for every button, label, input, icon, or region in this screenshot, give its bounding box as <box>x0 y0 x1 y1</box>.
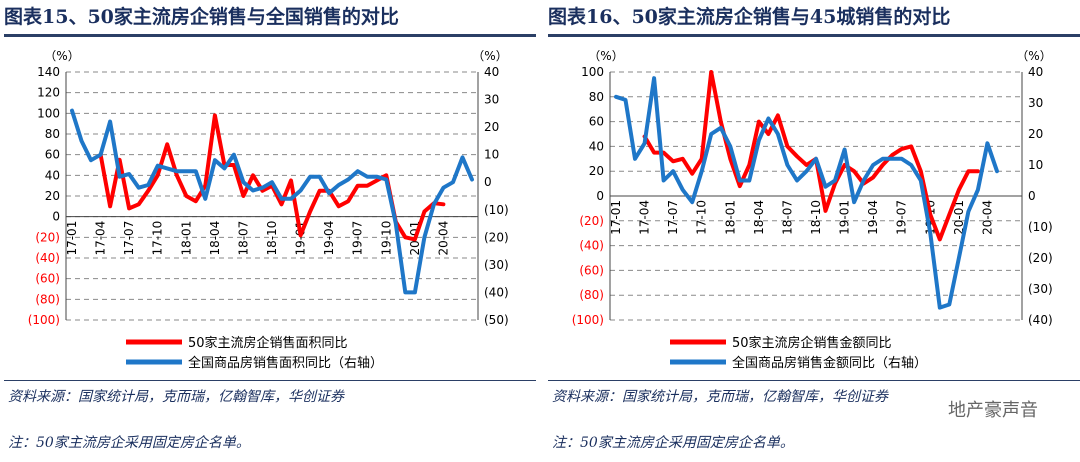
right-tick-label: (40) <box>1028 313 1053 327</box>
left-tick-label: 140 <box>37 65 60 79</box>
x-tick-label: 18-10 <box>265 221 279 256</box>
x-tick-label: 17-07 <box>666 200 680 235</box>
x-tick-label: 18-01 <box>179 221 193 256</box>
right-tick-label: 40 <box>1028 65 1043 79</box>
x-tick-label: 17-10 <box>695 200 709 235</box>
left-tick-label: 100 <box>37 106 60 120</box>
left-tick-label: 20 <box>45 189 60 203</box>
left-tick-label: 60 <box>45 148 60 162</box>
legend-label: 50家主流房企销售面积同比 <box>188 335 348 351</box>
x-tick-label: 17-04 <box>638 200 652 235</box>
left-tick-label: (20) <box>35 230 60 244</box>
chart-svg: （%） （%）140120100806040200(20)(40)(60)(80)… <box>28 49 509 371</box>
x-tick-label: 20-01 <box>952 200 966 235</box>
left-tick-label: (40) <box>35 251 60 265</box>
right-tick-label: (30) <box>484 258 509 272</box>
x-tick-label: 18-04 <box>752 200 766 235</box>
source-text: 资料来源：国家统计局，克而瑞，亿翰智库，华创证券 <box>8 389 344 405</box>
blue-series-line <box>614 76 999 310</box>
right-tick-label: 10 <box>484 148 499 162</box>
left-tick-label: (60) <box>35 272 60 286</box>
x-tick-label: 19-10 <box>379 221 393 256</box>
left-tick-label: (20) <box>579 214 604 228</box>
chart-title: 图表15、50家主流房企销售与全国销售的对比 <box>4 6 399 28</box>
right-tick-label: 10 <box>1028 158 1043 172</box>
left-tick-label: (40) <box>579 239 604 253</box>
left-tick-label: (80) <box>35 292 60 306</box>
x-tick-label: 18-04 <box>208 221 222 256</box>
note-text: 注：50家主流房企采用固定房企名单。 <box>8 435 250 451</box>
right-tick-label: 20 <box>484 120 499 134</box>
right-tick-label: 0 <box>1028 189 1036 203</box>
right-axis-unit: （%） <box>472 49 507 63</box>
source-text: 资料来源：国家统计局，克而瑞，亿翰智库，华创证券 <box>552 389 888 405</box>
x-tick-label: 18-01 <box>723 200 737 235</box>
right-tick-label: (10) <box>484 203 509 217</box>
chart-svg: （%） （%）100806040200(20)(40)(60)(80)(100)4… <box>572 49 1053 371</box>
x-tick-label: 18-07 <box>780 200 794 235</box>
x-tick-label: 18-10 <box>809 200 823 235</box>
left-tick-label: (80) <box>579 288 604 302</box>
title-rule <box>548 34 1080 37</box>
source-rule <box>548 380 1080 381</box>
x-tick-label: 17-01 <box>65 221 79 256</box>
blue-series-line <box>70 108 474 295</box>
left-tick-label: 0 <box>596 189 604 203</box>
x-tick-label: 18-07 <box>236 221 250 256</box>
left-tick-label: 20 <box>589 164 604 178</box>
note-text: 注：50家主流房企采用固定房企名单。 <box>552 435 794 451</box>
x-tick-label: 19-07 <box>895 200 909 235</box>
right-tick-label: (50) <box>484 313 509 327</box>
legend-label: 全国商品房销售金额同比（右轴） <box>732 355 927 371</box>
left-tick-label: 80 <box>589 90 604 104</box>
x-tick-label: 19-04 <box>866 200 880 235</box>
right-tick-label: (20) <box>484 230 509 244</box>
right-tick-label: 20 <box>1028 127 1043 141</box>
chart-panel-2: 图表16、50家主流房企销售与45城销售的对比 （%） （%） 100 80 60 40 2… <box>548 0 1080 462</box>
left-axis-unit: （%） <box>588 49 623 63</box>
x-tick-label: 20-04 <box>980 200 994 235</box>
right-tick-label: 0 <box>484 175 492 189</box>
right-tick-label: (20) <box>1028 251 1053 265</box>
left-tick-label: (60) <box>579 263 604 277</box>
right-axis-unit: （%） <box>1016 49 1051 63</box>
right-tick-label: 30 <box>1028 96 1043 110</box>
left-tick-label: 40 <box>45 168 60 182</box>
title-rule <box>4 34 536 37</box>
left-tick-label: (100) <box>28 313 60 327</box>
left-tick-label: 60 <box>589 115 604 129</box>
source-rule <box>4 380 536 381</box>
left-tick-label: 0 <box>52 210 60 224</box>
x-tick-label: 17-04 <box>94 221 108 256</box>
x-tick-label: 19-01 <box>838 200 852 235</box>
chart-panel-1: 图表15、50家主流房企销售与全国销售的对比 （%） （%） 140 120 100 80… <box>4 0 536 462</box>
left-tick-label: 100 <box>581 65 604 79</box>
left-tick-label: 40 <box>589 139 604 153</box>
x-tick-label: 17-10 <box>151 221 165 256</box>
right-tick-label: (40) <box>484 285 509 299</box>
chart-title: 图表16、50家主流房企销售与45城销售的对比 <box>548 6 951 28</box>
x-tick-label: 17-07 <box>122 221 136 256</box>
x-tick-label: 20-04 <box>436 221 450 256</box>
left-axis-unit: （%） <box>44 49 79 63</box>
x-tick-label: 19-04 <box>322 221 336 256</box>
watermark: 地产豪声音 <box>948 400 1038 421</box>
left-tick-label: 120 <box>37 86 60 100</box>
x-tick-label: 17-01 <box>609 200 623 235</box>
right-tick-label: 30 <box>484 93 499 107</box>
right-tick-label: (10) <box>1028 220 1053 234</box>
right-tick-label: (30) <box>1028 282 1053 296</box>
left-tick-label: (100) <box>572 313 604 327</box>
legend-label: 全国商品房销售面积同比（右轴） <box>188 355 383 371</box>
x-tick-label: 19-07 <box>351 221 365 256</box>
legend-label: 50家主流房企销售金额同比 <box>732 335 892 351</box>
left-tick-label: 80 <box>45 127 60 141</box>
right-tick-label: 40 <box>484 65 499 79</box>
